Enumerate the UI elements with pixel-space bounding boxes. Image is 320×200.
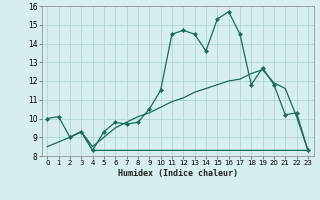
X-axis label: Humidex (Indice chaleur): Humidex (Indice chaleur) [118,169,237,178]
